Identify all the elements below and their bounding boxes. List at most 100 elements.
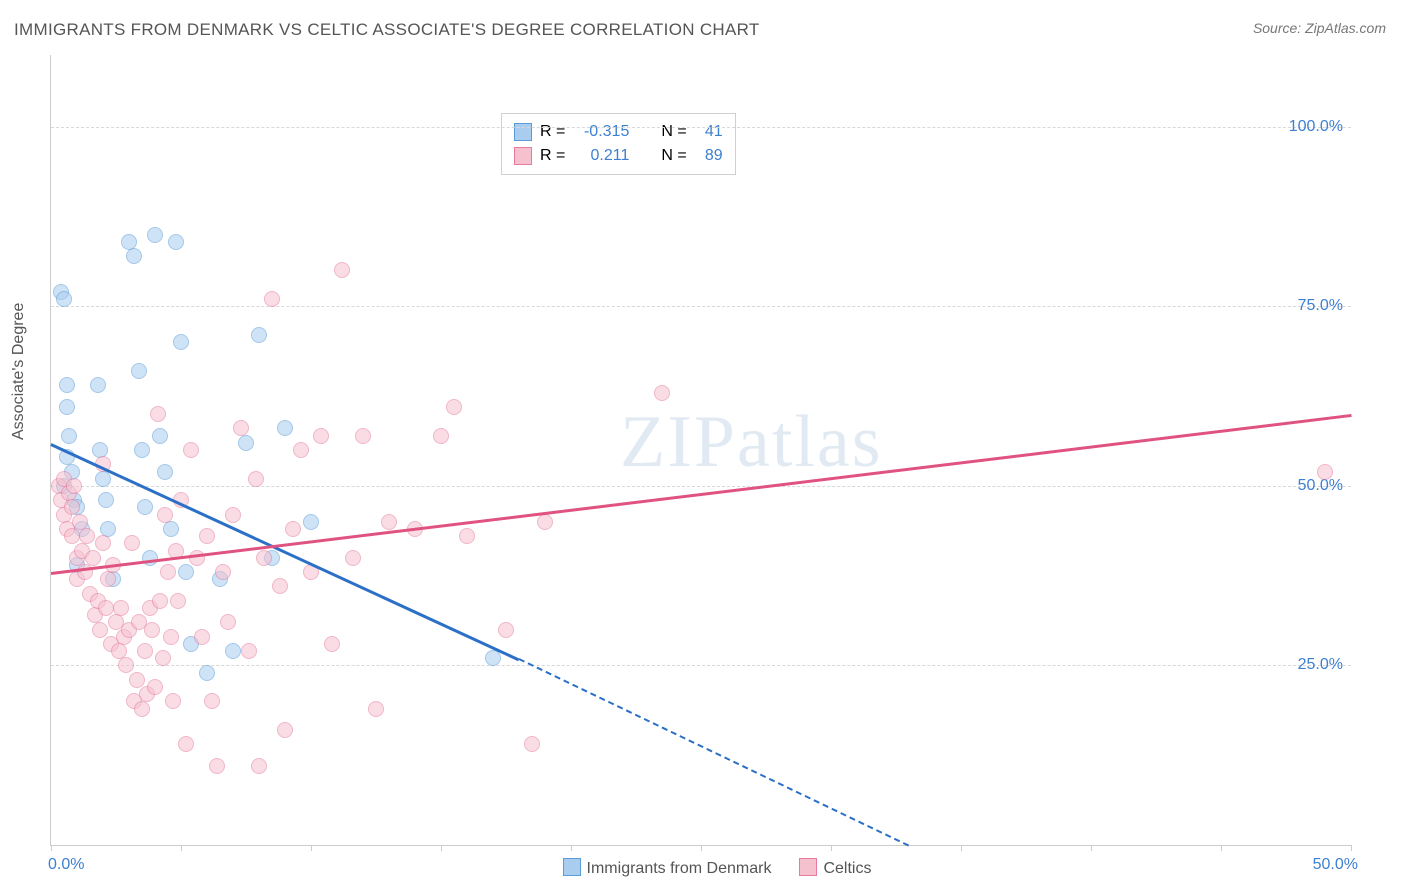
y-tick-label: 25.0% bbox=[1298, 656, 1343, 674]
y-axis-label: Associate's Degree bbox=[10, 303, 28, 440]
scatter-point bbox=[150, 406, 166, 422]
scatter-point bbox=[134, 442, 150, 458]
scatter-point bbox=[446, 399, 462, 415]
scatter-point bbox=[248, 471, 264, 487]
scatter-point bbox=[459, 528, 475, 544]
scatter-point bbox=[152, 593, 168, 609]
scatter-point bbox=[225, 643, 241, 659]
scatter-point bbox=[303, 514, 319, 530]
scatter-point bbox=[147, 679, 163, 695]
scatter-point bbox=[194, 629, 210, 645]
scatter-point bbox=[79, 528, 95, 544]
scatter-point bbox=[56, 291, 72, 307]
scatter-point bbox=[524, 736, 540, 752]
scatter-point bbox=[277, 722, 293, 738]
scatter-point bbox=[368, 701, 384, 717]
scatter-point bbox=[199, 528, 215, 544]
y-tick-label: 50.0% bbox=[1298, 477, 1343, 495]
scatter-point bbox=[131, 363, 147, 379]
gridline bbox=[51, 486, 1351, 487]
scatter-point bbox=[433, 428, 449, 444]
gridline bbox=[51, 306, 1351, 307]
regression-line-dashed bbox=[519, 658, 910, 847]
x-tick bbox=[441, 845, 442, 851]
x-tick bbox=[831, 845, 832, 851]
scatter-point bbox=[157, 464, 173, 480]
scatter-point bbox=[537, 514, 553, 530]
x-tick bbox=[1351, 845, 1352, 851]
y-tick-label: 100.0% bbox=[1289, 118, 1343, 136]
legend-label: Celtics bbox=[823, 860, 871, 877]
scatter-point bbox=[144, 622, 160, 638]
legend-n-value-2: 89 bbox=[695, 147, 723, 165]
scatter-point bbox=[264, 291, 280, 307]
legend-swatch-1 bbox=[514, 123, 532, 141]
scatter-point bbox=[285, 521, 301, 537]
scatter-point bbox=[98, 492, 114, 508]
scatter-point bbox=[251, 758, 267, 774]
scatter-point bbox=[233, 420, 249, 436]
scatter-point bbox=[113, 600, 129, 616]
series-legend: Immigrants from Denmark Celtics bbox=[0, 858, 1406, 878]
scatter-point bbox=[334, 262, 350, 278]
x-tick bbox=[1221, 845, 1222, 851]
scatter-point bbox=[59, 377, 75, 393]
x-tick bbox=[51, 845, 52, 851]
scatter-point bbox=[142, 550, 158, 566]
gridline bbox=[51, 127, 1351, 128]
y-tick-label: 75.0% bbox=[1298, 297, 1343, 315]
scatter-point bbox=[137, 643, 153, 659]
scatter-point bbox=[199, 665, 215, 681]
legend-n-label: N = bbox=[661, 123, 686, 141]
scatter-point bbox=[64, 528, 80, 544]
scatter-point bbox=[256, 550, 272, 566]
scatter-point bbox=[163, 629, 179, 645]
scatter-point bbox=[654, 385, 670, 401]
scatter-point bbox=[204, 693, 220, 709]
scatter-point bbox=[225, 507, 241, 523]
legend-r-value-1: -0.315 bbox=[573, 123, 629, 141]
scatter-point bbox=[100, 571, 116, 587]
chart-title: IMMIGRANTS FROM DENMARK VS CELTIC ASSOCI… bbox=[14, 20, 760, 40]
scatter-point bbox=[345, 550, 361, 566]
scatter-point bbox=[157, 507, 173, 523]
scatter-point bbox=[241, 643, 257, 659]
scatter-point bbox=[66, 478, 82, 494]
scatter-point bbox=[173, 334, 189, 350]
scatter-point bbox=[168, 234, 184, 250]
scatter-point bbox=[178, 564, 194, 580]
scatter-point bbox=[178, 736, 194, 752]
source-label: Source: ZipAtlas.com bbox=[1253, 20, 1386, 36]
scatter-point bbox=[147, 227, 163, 243]
x-tick bbox=[701, 845, 702, 851]
legend-r-label: R = bbox=[540, 147, 565, 165]
scatter-point bbox=[59, 399, 75, 415]
gridline bbox=[51, 665, 1351, 666]
scatter-point bbox=[272, 578, 288, 594]
scatter-point bbox=[277, 420, 293, 436]
scatter-point bbox=[61, 428, 77, 444]
scatter-point bbox=[498, 622, 514, 638]
scatter-point bbox=[163, 521, 179, 537]
scatter-point bbox=[126, 248, 142, 264]
scatter-point bbox=[324, 636, 340, 652]
legend-swatch bbox=[563, 858, 581, 876]
legend-r-value-2: 0.211 bbox=[573, 147, 629, 165]
x-tick bbox=[571, 845, 572, 851]
legend-row-1: R = -0.315 N = 41 bbox=[514, 120, 723, 144]
legend-row-2: R = 0.211 N = 89 bbox=[514, 144, 723, 168]
legend-n-label: N = bbox=[661, 147, 686, 165]
scatter-point bbox=[160, 564, 176, 580]
legend-n-value-1: 41 bbox=[695, 123, 723, 141]
scatter-point bbox=[124, 535, 140, 551]
scatter-point bbox=[129, 672, 145, 688]
scatter-point bbox=[165, 693, 181, 709]
scatter-point bbox=[95, 471, 111, 487]
scatter-point bbox=[209, 758, 225, 774]
scatter-point bbox=[381, 514, 397, 530]
scatter-point bbox=[251, 327, 267, 343]
legend-label: Immigrants from Denmark bbox=[587, 860, 772, 877]
x-tick bbox=[181, 845, 182, 851]
scatter-point bbox=[95, 535, 111, 551]
scatter-point bbox=[92, 622, 108, 638]
